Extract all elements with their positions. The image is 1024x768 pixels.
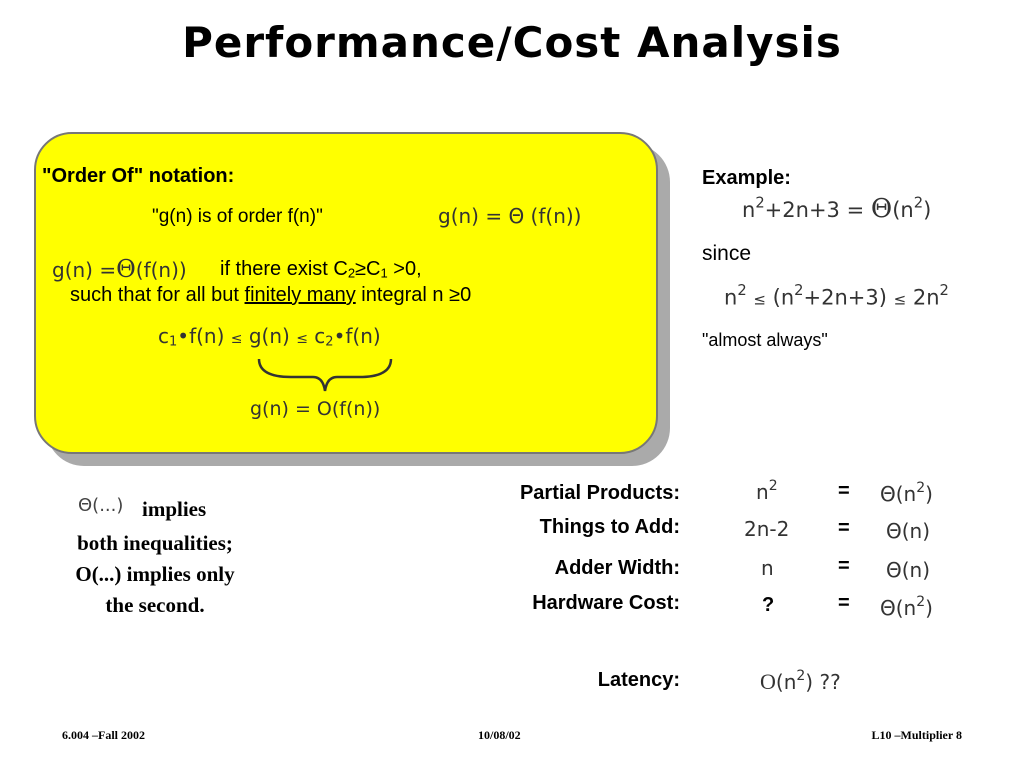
row-things-to-add-label: Things to Add:	[539, 516, 680, 538]
row-things-to-add-order: Θ(n)	[886, 519, 931, 543]
theta-dots: Θ(...)	[78, 495, 124, 516]
row-adder-width-order: Θ(n)	[886, 558, 931, 582]
latency-value: O(n2) ??	[760, 668, 841, 695]
g-equals-theta-left: g(n) =Θ(f(n))	[52, 255, 187, 283]
underbrace-icon	[257, 358, 393, 392]
since-label: since	[702, 242, 752, 265]
side-note-line-4: the second.	[105, 593, 205, 617]
row-hardware-cost-order: Θ(n2)	[880, 594, 933, 621]
slide-title: Performance/Cost Analysis	[182, 18, 842, 67]
condition-line-2: such that for all but finitely many inte…	[70, 284, 472, 306]
side-note-line-3: O(...) implies only	[75, 562, 235, 586]
row-adder-width-label: Adder Width:	[554, 557, 680, 579]
footer-date: 10/08/02	[478, 728, 521, 742]
footer-course: 6.004 –Fall 2002	[62, 728, 145, 742]
row-things-to-add-value: 2n-2	[744, 517, 790, 541]
order-notation-box	[34, 132, 658, 454]
bounding-inequality: c1•f(n) ≤ g(n) ≤ c2•f(n)	[158, 324, 381, 350]
latency-label: Latency:	[597, 669, 680, 691]
example-inequality: n2 ≤ (n2+2n+3) ≤ 2n2	[724, 282, 949, 310]
footer-slide-number: L10 –Multiplier 8	[871, 728, 962, 742]
notation-heading: "Order Of" notation:	[42, 165, 235, 187]
row-adder-width-value: n	[761, 556, 774, 580]
row-partial-products-value: n2	[756, 478, 778, 505]
row-adder-width-eq: =	[838, 555, 850, 577]
row-partial-products-eq: =	[838, 480, 850, 502]
row-partial-products-order: Θ(n2)	[880, 480, 933, 507]
g-equals-O-f: g(n) = O(f(n))	[250, 398, 381, 420]
g-equals-theta-f: g(n) = Θ (f(n))	[438, 204, 582, 228]
row-hardware-cost-value: ?	[762, 594, 775, 616]
condition-line-1: if there exist C2≥C1 >0,	[220, 258, 422, 281]
row-things-to-add-eq: =	[838, 517, 850, 539]
row-partial-products-label: Partial Products:	[519, 482, 680, 504]
row-hardware-cost-label: Hardware Cost:	[532, 592, 680, 614]
example-heading: Example:	[702, 167, 791, 189]
row-hardware-cost-eq: =	[838, 592, 850, 614]
example-equation: n2+2n+3 = Θ(n2)	[742, 194, 932, 224]
almost-always-label: "almost always"	[702, 330, 828, 350]
side-note-line-1: implies	[142, 497, 207, 521]
side-note-line-2: both inequalities;	[77, 531, 233, 555]
order-quote: "g(n) is of order f(n)"	[152, 206, 323, 227]
